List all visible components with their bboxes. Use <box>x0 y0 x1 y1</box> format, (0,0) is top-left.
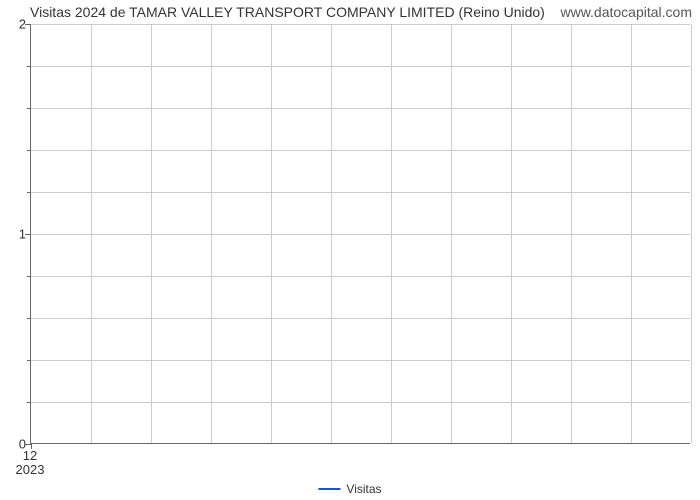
y-gridline <box>31 402 690 403</box>
y-minor-tick <box>27 402 31 403</box>
y-minor-tick <box>27 150 31 151</box>
chart-legend: Visitas <box>318 482 381 496</box>
x-gridline <box>691 24 692 443</box>
chart-plot-area <box>30 24 690 444</box>
y-gridline <box>31 108 690 109</box>
y-minor-tick <box>27 108 31 109</box>
y-minor-tick <box>27 360 31 361</box>
chart-title: Visitas 2024 de TAMAR VALLEY TRANSPORT C… <box>30 4 545 20</box>
y-minor-tick <box>27 66 31 67</box>
y-gridline <box>31 360 690 361</box>
x-axis-month-label: 12 <box>23 448 37 463</box>
watermark-text: www.datocapital.com <box>560 4 692 20</box>
y-axis-label: 1 <box>8 227 26 242</box>
y-gridline <box>31 234 690 235</box>
y-gridline <box>31 318 690 319</box>
y-minor-tick <box>27 276 31 277</box>
y-axis-label: 2 <box>8 17 26 32</box>
x-axis-year-label: 2023 <box>16 462 45 477</box>
y-minor-tick <box>27 318 31 319</box>
y-gridline <box>31 66 690 67</box>
y-minor-tick <box>27 192 31 193</box>
legend-line-icon <box>318 488 340 490</box>
y-gridline <box>31 24 690 25</box>
y-gridline <box>31 150 690 151</box>
y-gridline <box>31 192 690 193</box>
y-gridline <box>31 276 690 277</box>
legend-label: Visitas <box>346 482 381 496</box>
